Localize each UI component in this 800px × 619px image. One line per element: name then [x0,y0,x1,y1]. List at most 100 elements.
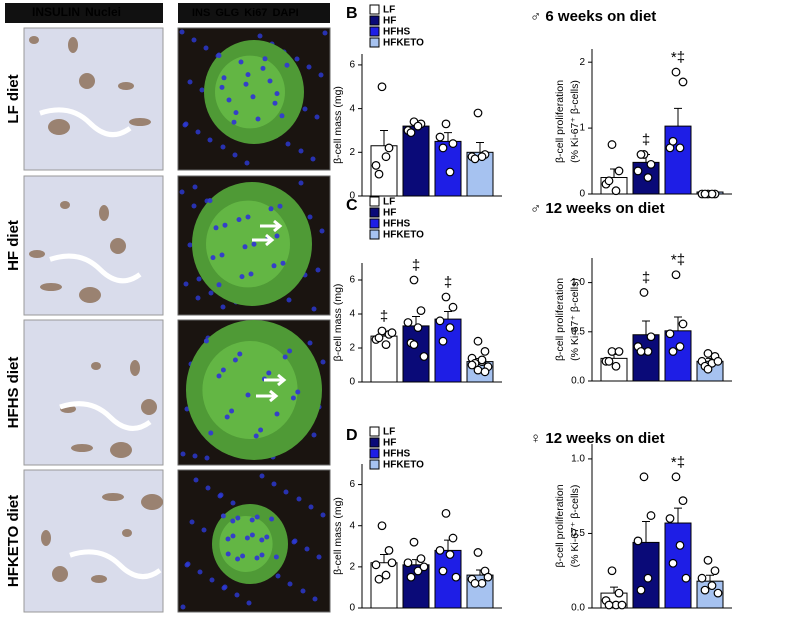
nucleus [311,306,317,312]
islet-stain [91,362,101,370]
islet-stain [141,399,157,415]
islet-nucleus [290,395,296,401]
data-point [377,82,387,92]
nucleus [320,359,326,365]
panel-title: ♂ 12 weeks on diet [530,200,665,217]
islet-nucleus [295,389,301,395]
islet-nucleus [245,214,251,220]
data-point [671,270,681,280]
y-tick-label: 1 [579,123,585,134]
y-tick-label: 0.0 [571,376,585,387]
islet-stain [129,118,151,126]
nucleus [180,451,186,457]
islet-nucleus [280,260,286,266]
y-tick-label: 2 [349,147,355,158]
nucleus [180,604,186,610]
nucleus [179,29,185,35]
data-point [473,108,483,118]
error-bar [476,141,484,153]
ihc-image [23,319,164,466]
data-point [473,336,483,346]
data-point [435,546,445,555]
legend-label: HFHS [383,449,411,460]
arrow [264,373,287,387]
arrow [252,233,275,247]
islet-stain [71,444,93,452]
islet-nucleus [254,514,260,520]
islet-stain [141,494,163,510]
data-point [445,167,455,177]
nucleus [322,30,328,36]
legend-label: HF [383,208,396,219]
nucleus [192,184,198,190]
legend-swatch [369,26,380,37]
islet-stain [110,442,132,458]
nucleus [298,148,304,154]
row-label: LF diet [5,74,22,123]
data-point [374,333,384,343]
islet-stain [110,238,126,254]
data-point [668,347,678,356]
nucleus [187,242,193,248]
data-point [607,566,617,576]
nucleus [208,290,214,296]
significance: *‡ [671,252,685,269]
islet-nucleus [253,433,259,439]
y-tick-label: 2 [349,343,355,354]
islet-core [215,55,285,129]
nucleus [257,33,263,39]
data-point [381,152,391,162]
legend-label: HFHS [383,27,411,38]
islet-stain [102,493,124,501]
y-axis-label: (% Ki-67⁺ β-cells) [569,80,581,163]
legend-label: HFKETO [383,38,424,49]
error-bar [674,107,682,127]
islet-nucleus [274,233,280,239]
y-axis-label: (% Ki-67⁺ β-cells) [569,278,581,361]
legend-swatch [369,426,380,437]
islet-stain [99,205,109,221]
islet-nucleus [258,427,264,433]
data-point [470,154,480,164]
data-point [633,166,643,176]
y-tick-label: 6 [349,479,355,490]
nucleus [199,87,205,93]
data-point [387,328,397,338]
islet-stain [41,530,51,546]
y-tick-label: 4 [349,309,355,320]
islet-stain [79,287,101,303]
nucleus [232,152,238,158]
islet-nucleus [279,113,285,119]
significance: *‡ [671,49,685,66]
islet-nucleus [207,198,213,204]
islet-stain [118,82,134,90]
data-point [643,573,653,583]
islet-nucleus [216,53,222,59]
axis [591,49,732,195]
nucleus [310,156,316,162]
nucleus [275,573,281,579]
y-axis-label: (% Ki-67⁺ β-cells) [569,485,581,568]
y-axis-label: β-cell mass (mg) [332,86,344,164]
header-bg [5,3,163,23]
nucleus [179,189,185,195]
data-point [374,574,384,584]
bar [664,125,692,195]
islet-nucleus [216,282,222,288]
nucleus [220,304,226,310]
stain-label: Ki67 [244,7,267,19]
tissue-gap [39,107,132,138]
tissue-gap [49,253,142,284]
data-point [477,355,487,365]
legend-swatch [369,207,380,218]
islet-nucleus [210,255,216,261]
islet-nucleus [268,206,274,212]
data-point [639,288,649,297]
data-point [611,361,621,371]
nucleus [286,297,292,303]
islet-nucleus [255,116,261,122]
nucleus [195,295,201,301]
data-point [384,143,394,153]
data-point [633,536,643,546]
islet-nucleus [274,91,280,97]
